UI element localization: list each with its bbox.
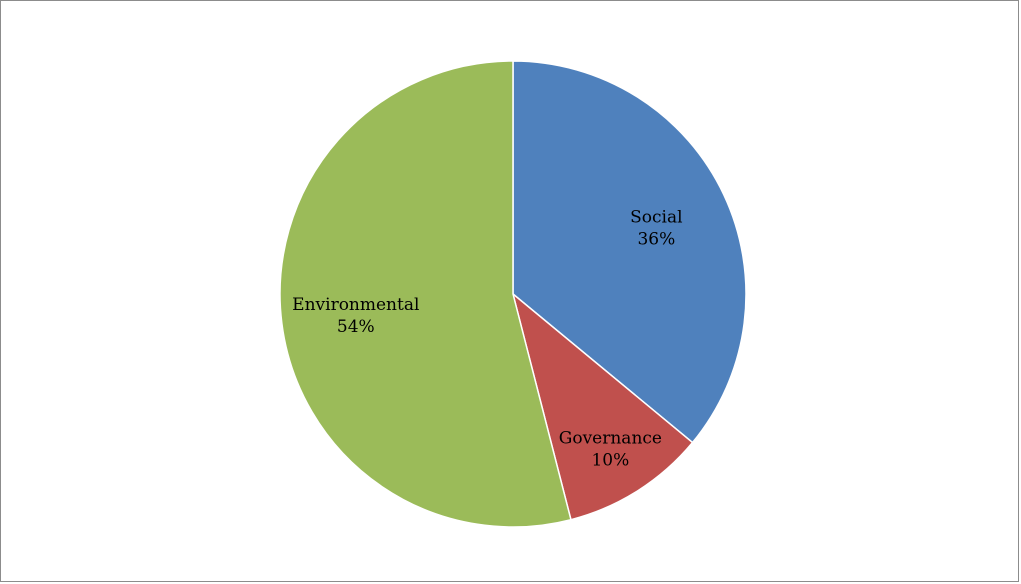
pie-slice-social bbox=[512, 60, 747, 444]
slice-label-governance: Governance 10% bbox=[559, 428, 662, 470]
slice-category-label: Governance bbox=[559, 428, 662, 448]
slice-label-social: Social 36% bbox=[630, 208, 682, 250]
pie-slice-governance bbox=[511, 291, 694, 521]
slice-percent-label: 10% bbox=[591, 450, 629, 470]
slice-category-label: Social bbox=[630, 208, 682, 228]
slice-label-environmental: Environmental 54% bbox=[292, 295, 419, 337]
pie-slices bbox=[279, 60, 747, 528]
slice-category-label: Environmental bbox=[292, 295, 419, 315]
pie-labels: Social 36% Governance 10% Environmental 54% bbox=[292, 208, 682, 471]
slice-percent-label: 36% bbox=[637, 230, 675, 250]
slice-percent-label: 54% bbox=[337, 317, 375, 337]
pie-slice-environmental bbox=[279, 60, 572, 528]
